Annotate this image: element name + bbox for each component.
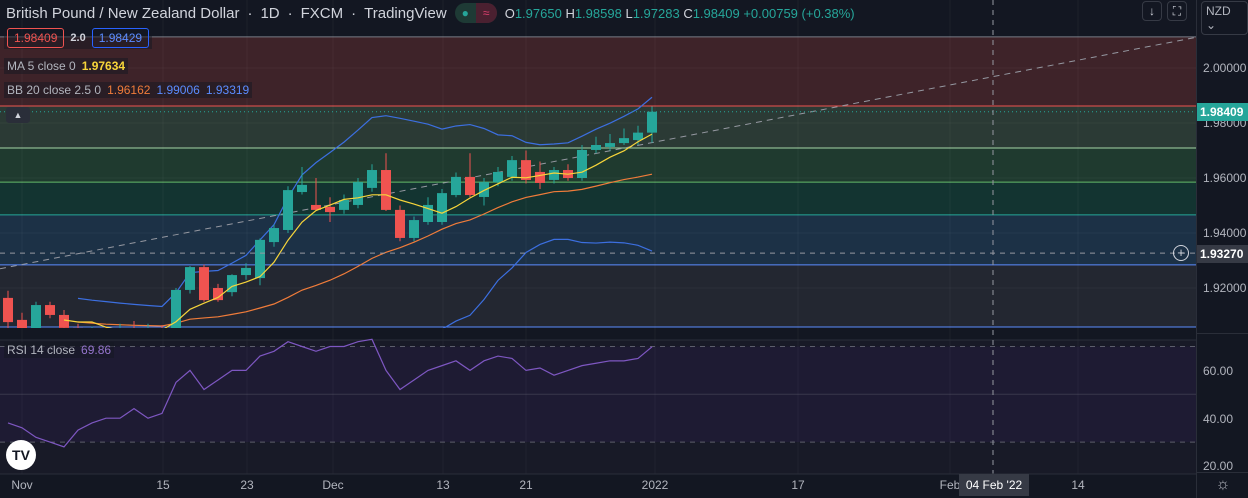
candle-body [199, 267, 209, 301]
symbol-title[interactable]: British Pound / New Zealand Dollar [6, 4, 240, 22]
gear-icon[interactable]: ☼ [1197, 472, 1248, 498]
time-label: Nov [11, 478, 33, 492]
candle-body [437, 193, 447, 222]
trend-line [0, 37, 1195, 270]
candle-body [269, 228, 279, 243]
sell-button[interactable]: 1.98409 [7, 28, 65, 48]
tradingview-logo[interactable]: TV [6, 440, 36, 470]
candle-body [171, 289, 181, 328]
time-label: 2022 [641, 478, 669, 492]
time-label: 17 [791, 478, 805, 492]
price-scale[interactable]: NZD ⌄ 2.00000 1.98000 1.96000 1.94000 1.… [1196, 0, 1248, 498]
candle-body [353, 182, 363, 205]
candle-body [521, 160, 531, 180]
fib-zone [0, 214, 1196, 265]
candle-body [423, 204, 433, 222]
time-label: Dec [322, 478, 344, 492]
fib-zone [0, 182, 1196, 215]
candle-body [45, 305, 55, 315]
candle-body [283, 190, 293, 230]
candle-body [3, 297, 13, 323]
fullscreen-icon[interactable]: ⛶ [1167, 1, 1187, 21]
candle-body [297, 184, 307, 193]
exchange: FXCM [300, 4, 344, 22]
bb-legend[interactable]: BB 20 close 2.5 0 1.96162 1.99006 1.93319 [4, 82, 253, 98]
candle-body [339, 200, 349, 210]
arrow-down-icon[interactable]: ↓ [1142, 1, 1162, 21]
candle-body [311, 204, 321, 210]
candle-body [325, 206, 335, 213]
time-label: 23 [240, 478, 254, 492]
crosshair-date-tag: 04 Feb '22 [959, 474, 1029, 496]
last-price-tag: 1.98409 [1197, 103, 1248, 121]
candle-body [493, 171, 503, 183]
source: TradingView [364, 4, 447, 22]
candle-body [591, 145, 601, 150]
currency-selector[interactable]: NZD ⌄ [1201, 1, 1248, 35]
candle-body [227, 275, 237, 293]
candle-body [255, 239, 265, 279]
ohlc-values: O1.97650 H1.98598 L1.97283 C1.98409 +0.0… [504, 5, 855, 21]
candle-body [619, 138, 629, 144]
candle-body [31, 305, 41, 328]
bb-lower-line [442, 238, 653, 328]
time-label: 15 [156, 478, 170, 492]
candle-body [381, 170, 391, 210]
buy-button[interactable]: 1.98429 [91, 28, 150, 48]
candle-body [465, 176, 475, 196]
chart-header: British Pound / New Zealand Dollar · 1D · … [6, 3, 855, 23]
market-status-toggle[interactable]: ● ≈ [454, 3, 497, 23]
candle-body [577, 149, 587, 178]
time-label: 14 [1071, 478, 1085, 492]
add-alert-icon[interactable]: + [1173, 245, 1189, 261]
candle-body [549, 170, 559, 180]
candle-body [241, 267, 251, 276]
trade-buttons: 1.98409 2.0 1.98429 [4, 27, 153, 49]
candle-body [647, 111, 657, 133]
candle-body [17, 319, 27, 328]
candle-body [479, 182, 489, 197]
candle-body [409, 220, 419, 238]
crosshair-price-tag: 1.93270 [1197, 245, 1248, 263]
candle-body [73, 327, 83, 328]
fib-zone [0, 105, 1196, 149]
candles-group [3, 96, 657, 328]
ma-legend[interactable]: MA 5 close 0 1.97634 [4, 58, 129, 74]
rsi-legend[interactable]: RSI 14 close 69.86 [4, 342, 115, 358]
time-label: 21 [519, 478, 533, 492]
candle-body [395, 209, 405, 238]
candle-body [605, 143, 615, 147]
candle-body [451, 176, 461, 196]
candle-body [535, 171, 545, 183]
spread: 2.0 [70, 32, 86, 44]
collapse-legend-button[interactable]: ▲ [6, 107, 30, 123]
candle-body [213, 288, 223, 301]
rsi-line [7, 338, 653, 448]
interval[interactable]: 1D [260, 4, 280, 22]
price-chart[interactable] [0, 0, 1196, 498]
time-label: Feb [939, 478, 961, 492]
ma-line [63, 133, 653, 328]
candle-body [507, 160, 517, 177]
candle-body [185, 267, 195, 290]
candle-body [367, 170, 377, 188]
fib-zone [0, 148, 1196, 183]
candle-body [633, 132, 643, 141]
candle-body [59, 314, 69, 328]
time-label: 13 [436, 478, 450, 492]
